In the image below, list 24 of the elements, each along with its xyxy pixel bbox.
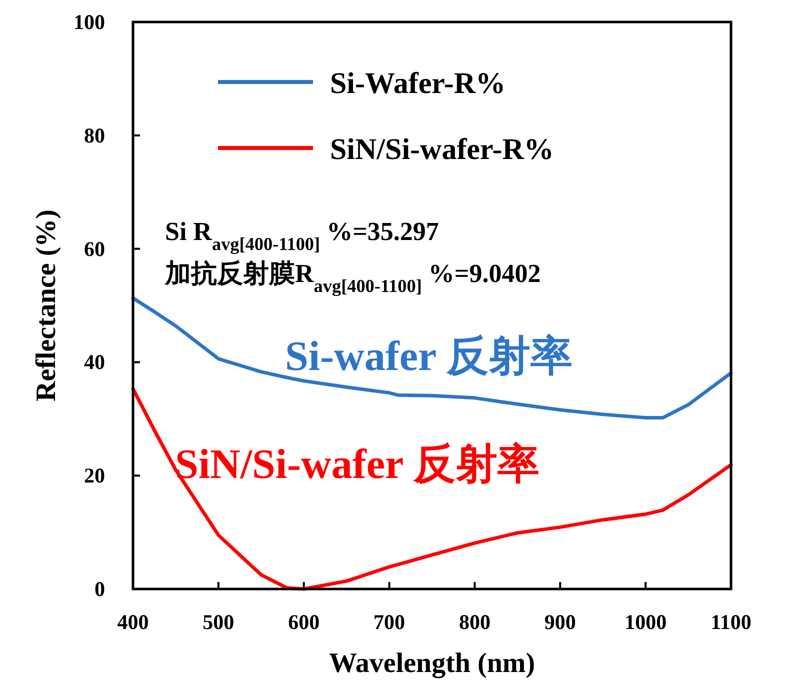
line-series bbox=[131, 296, 733, 420]
x-tick-label: 700 bbox=[374, 610, 406, 634]
y-tick-label: 100 bbox=[74, 10, 105, 34]
y-tick-label: 80 bbox=[84, 123, 105, 148]
x-tick-label: 900 bbox=[544, 610, 576, 634]
legend-label: SiN/Si-wafer-R% bbox=[330, 133, 554, 166]
y-tick-label: 40 bbox=[84, 350, 105, 374]
x-tick-label: 500 bbox=[202, 610, 234, 634]
y-axis-title: Reflectance (%) bbox=[31, 209, 62, 402]
x-tick-label: 1000 bbox=[624, 610, 667, 634]
x-axis-title: Wavelength (nm) bbox=[328, 648, 536, 679]
annotation: Si-wafer 反射率 bbox=[285, 333, 572, 380]
x-tick-label: 1100 bbox=[710, 610, 752, 634]
y-tick-label: 0 bbox=[94, 577, 105, 601]
y-tick-label: 20 bbox=[84, 464, 105, 488]
annotation: SiN/Si-wafer 反射率 bbox=[175, 441, 540, 488]
y-tick-label: 60 bbox=[84, 236, 105, 261]
x-tick-label: 800 bbox=[458, 610, 490, 634]
x-tick-label: 600 bbox=[288, 610, 320, 634]
line-series bbox=[131, 387, 733, 591]
legend-label: Si-Wafer-R% bbox=[330, 67, 506, 100]
x-tick-label: 400 bbox=[117, 610, 149, 634]
annotation: 加抗反射膜R$_{avg[400-1100]}$ %=9.0402 bbox=[164, 259, 541, 297]
annotation: Si R$_{avg[400-1100]}$ %=35.297 bbox=[165, 217, 439, 255]
